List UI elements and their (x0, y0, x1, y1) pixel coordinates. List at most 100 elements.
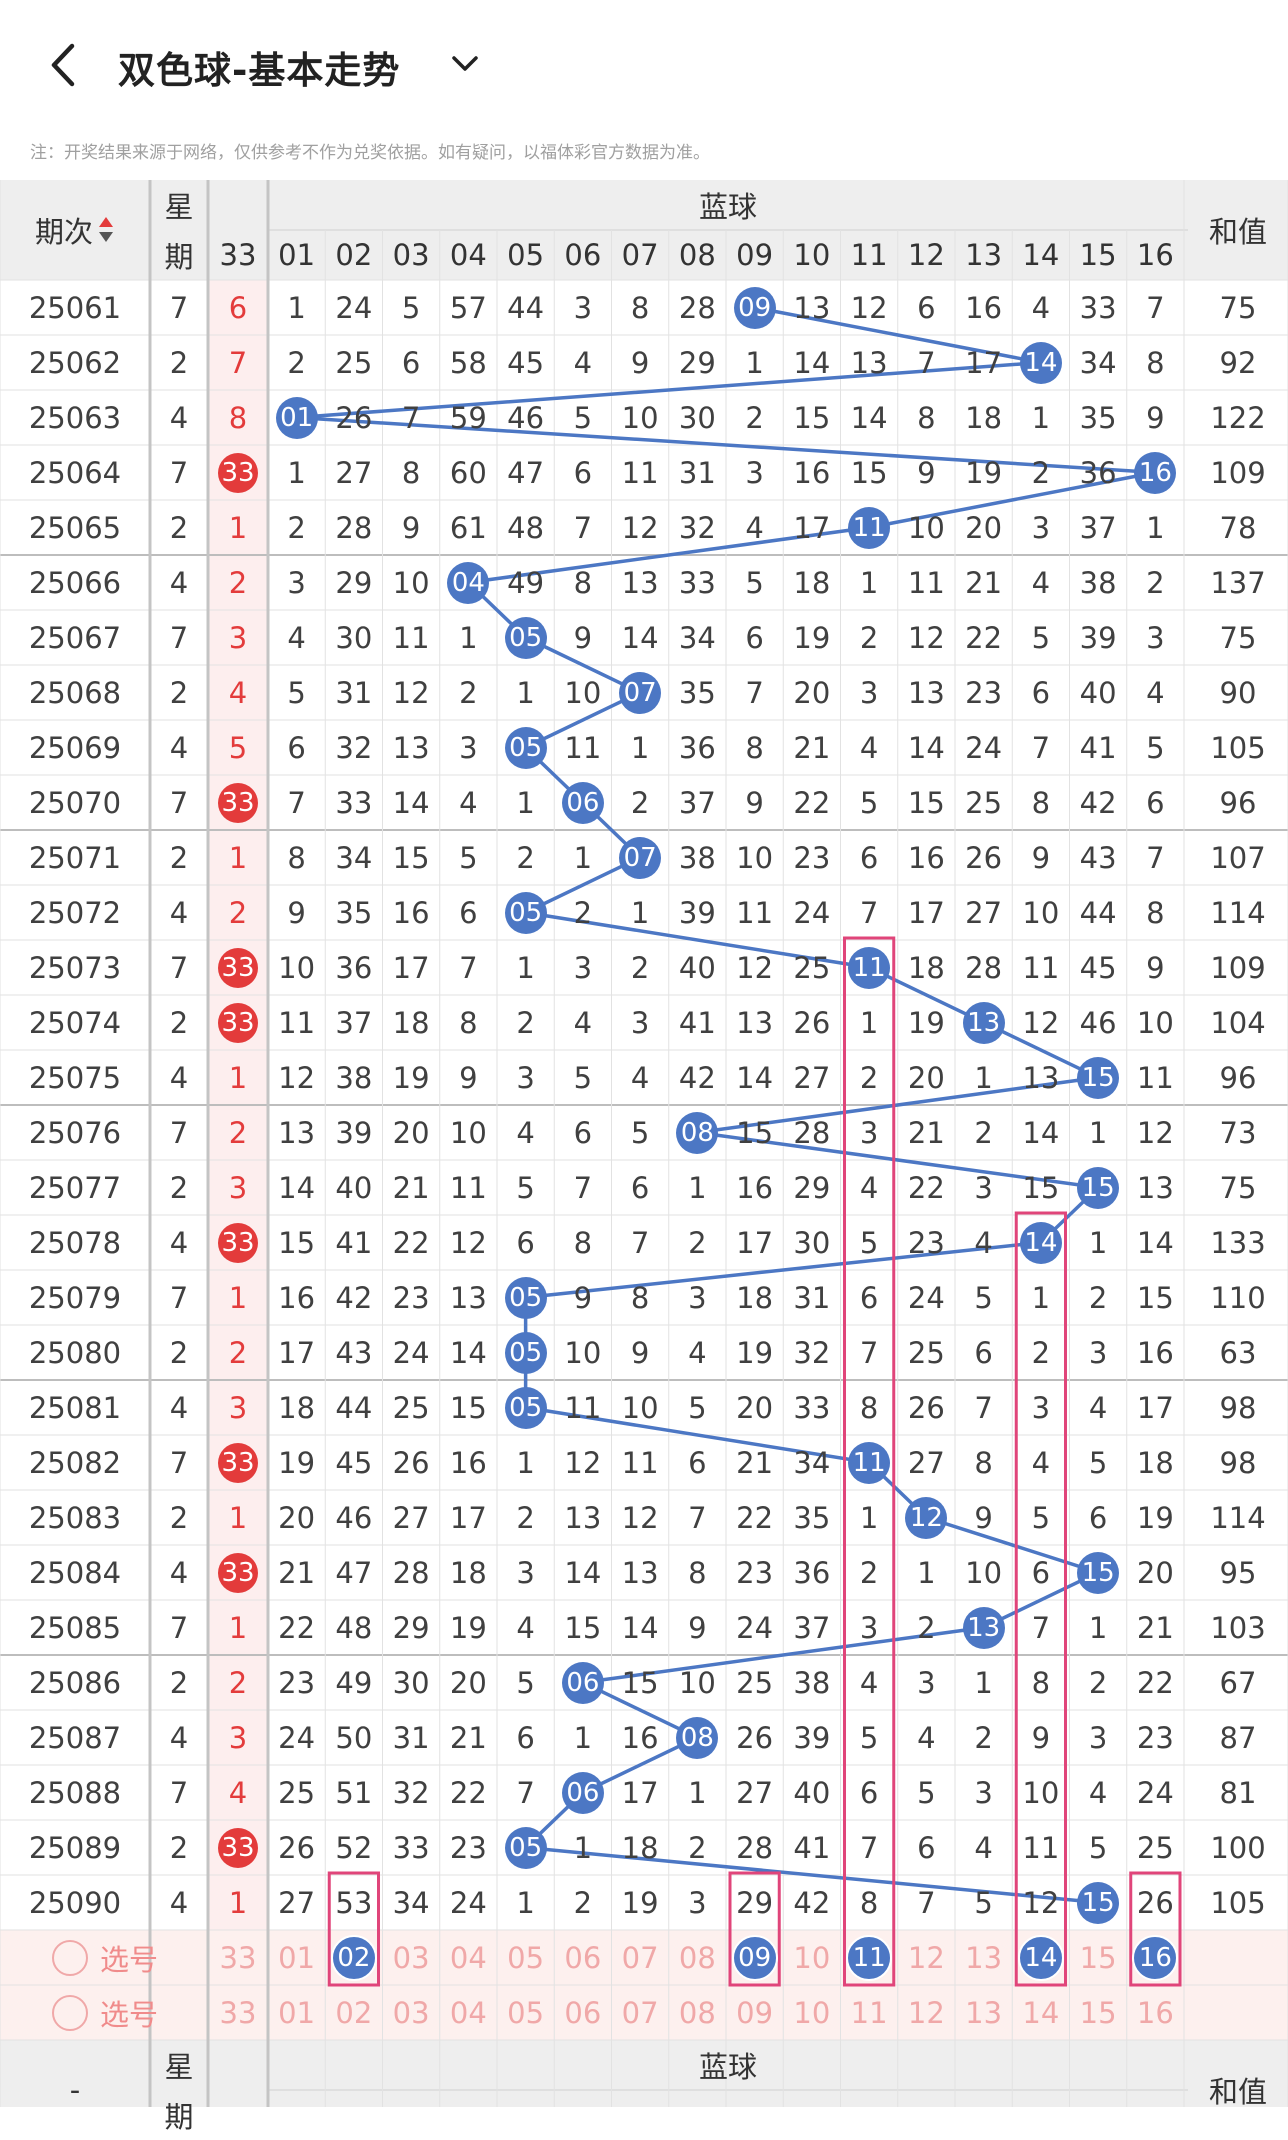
sort-icon[interactable] (97, 215, 115, 245)
select-blue-14[interactable]: 14 (1022, 1995, 1060, 2030)
miss-count-cell: 12 (1022, 1005, 1060, 1040)
select-blue-09[interactable]: 09 (726, 1930, 783, 1985)
select-blue-05[interactable]: 05 (507, 1995, 545, 2030)
select-blue-02[interactable]: 02 (335, 1995, 373, 2030)
select-blue-07[interactable]: 07 (621, 1940, 659, 1975)
week-cell: 7 (169, 1280, 189, 1315)
week-cell: 2 (169, 1005, 189, 1040)
select-blue-06[interactable]: 06 (564, 1940, 602, 1975)
miss-count-cell: 20 (736, 1390, 774, 1425)
selected-blue-ball[interactable]: 02 (330, 1934, 377, 1981)
miss-count-cell: 1 (1146, 510, 1165, 545)
select-red-33[interactable]: 33 (219, 1995, 257, 2030)
miss-count-cell: 6 (516, 1720, 535, 1755)
select-blue-12[interactable]: 12 (907, 1940, 945, 1975)
select-blue-11[interactable]: 11 (850, 1995, 888, 2030)
miss-count-cell: 17 (793, 510, 831, 545)
select-blue-14[interactable]: 14 (1012, 1930, 1069, 1985)
select-blue-12[interactable]: 12 (907, 1995, 945, 2030)
header-period[interactable]: 期次 (0, 180, 150, 280)
miss-count-cell: 18 (1136, 1445, 1174, 1480)
header-blue-col-01: 01 (278, 238, 316, 272)
back-icon[interactable] (40, 40, 88, 90)
miss-count-cell: 44 (507, 290, 545, 325)
select-blue-01[interactable]: 01 (278, 1995, 316, 2030)
select-blue-13[interactable]: 13 (965, 1940, 1003, 1975)
miss-count-cell: 30 (335, 620, 373, 655)
week-cell: 4 (169, 1555, 189, 1590)
select-blue-06[interactable]: 06 (564, 1995, 602, 2030)
select-blue-11[interactable]: 11 (841, 1930, 898, 1985)
select-row-label[interactable]: 选号 (0, 1930, 208, 1985)
select-row-label[interactable]: 选号 (0, 1985, 208, 2040)
miss-count-cell: 36 (678, 730, 716, 765)
miss-count-cell: 8 (859, 1885, 879, 1920)
red-miss-cell: 5 (228, 730, 248, 765)
red-miss-cell: 8 (228, 400, 248, 435)
select-blue-03[interactable]: 03 (392, 1995, 430, 2030)
red-33-cell: 33 (208, 1545, 268, 1600)
select-blue-01[interactable]: 01 (278, 1940, 316, 1975)
select-blue-04[interactable]: 04 (449, 1940, 487, 1975)
radio-icon[interactable] (50, 1938, 90, 1978)
miss-count-cell: 2 (516, 1500, 535, 1535)
select-blue-10[interactable]: 10 (793, 1995, 831, 2030)
miss-count-cell: 3 (917, 1665, 936, 1700)
miss-count-cell: 51 (335, 1775, 373, 1810)
select-blue-15[interactable]: 15 (1079, 1995, 1117, 2030)
miss-count-cell: 5 (573, 400, 593, 435)
miss-count-cell: 12 (621, 510, 659, 545)
select-blue-05[interactable]: 05 (507, 1940, 545, 1975)
select-blue-16[interactable]: 16 (1136, 1995, 1174, 2030)
week-cell: 7 (169, 785, 189, 820)
miss-count-cell: 22 (392, 1225, 430, 1260)
miss-count-cell: 10 (392, 565, 430, 600)
miss-count-cell: 13 (621, 1555, 659, 1590)
miss-count-cell: 5 (917, 1775, 936, 1810)
select-blue-13[interactable]: 13 (965, 1995, 1003, 2030)
miss-count-cell: 1 (688, 1170, 707, 1205)
select-blue-04[interactable]: 04 (449, 1995, 487, 2030)
miss-count-cell: 25 (793, 950, 831, 985)
page-title[interactable]: 双色球-基本走势 (118, 49, 401, 92)
miss-count-cell: 1 (917, 1555, 936, 1590)
miss-count-cell: 7 (688, 1500, 707, 1535)
chevron-down-icon[interactable] (448, 50, 482, 78)
miss-count-cell: 30 (793, 1225, 831, 1260)
select-blue-07[interactable]: 07 (621, 1995, 659, 2030)
blue-ball: 05 (504, 891, 547, 934)
sum-cell: 92 (1219, 345, 1257, 380)
period-cell: 25081 (28, 1390, 122, 1425)
select-blue-16[interactable]: 16 (1127, 1930, 1184, 1985)
miss-count-cell: 11 (449, 1170, 487, 1205)
miss-count-cell: 19 (793, 620, 831, 655)
miss-count-cell: 16 (278, 1280, 316, 1315)
miss-count-cell: 3 (688, 1885, 707, 1920)
selected-blue-ball[interactable]: 14 (1017, 1934, 1064, 1981)
week-cell: 7 (169, 1775, 189, 1810)
select-blue-02[interactable]: 02 (325, 1930, 382, 1985)
select-blue-09[interactable]: 09 (736, 1995, 774, 2030)
header-blue-col-14: 14 (1022, 238, 1060, 272)
radio-icon[interactable] (50, 1993, 90, 2033)
selected-blue-ball[interactable]: 09 (731, 1934, 778, 1981)
select-blue-08[interactable]: 08 (678, 1995, 716, 2030)
red-ball: 33 (218, 1442, 258, 1483)
select-blue-03[interactable]: 03 (392, 1940, 430, 1975)
miss-count-cell: 8 (573, 1225, 593, 1260)
selected-blue-ball[interactable]: 11 (846, 1934, 893, 1981)
select-blue-08[interactable]: 08 (678, 1940, 716, 1975)
miss-count-cell: 39 (1079, 620, 1117, 655)
miss-count-cell: 6 (1031, 675, 1051, 710)
select-blue-10[interactable]: 10 (793, 1940, 831, 1975)
miss-count-cell: 1 (1031, 400, 1051, 435)
header-blue-col-13: 13 (965, 238, 1003, 272)
selected-blue-ball[interactable]: 16 (1132, 1934, 1179, 1981)
week-cell: 7 (169, 455, 189, 490)
miss-count-cell: 17 (907, 895, 945, 930)
miss-count-cell: 5 (516, 1170, 535, 1205)
select-label: 选号 (99, 1942, 158, 1977)
select-blue-15[interactable]: 15 (1079, 1940, 1117, 1975)
select-red-33[interactable]: 33 (219, 1940, 257, 1975)
highlight-box (1129, 1871, 1182, 1987)
